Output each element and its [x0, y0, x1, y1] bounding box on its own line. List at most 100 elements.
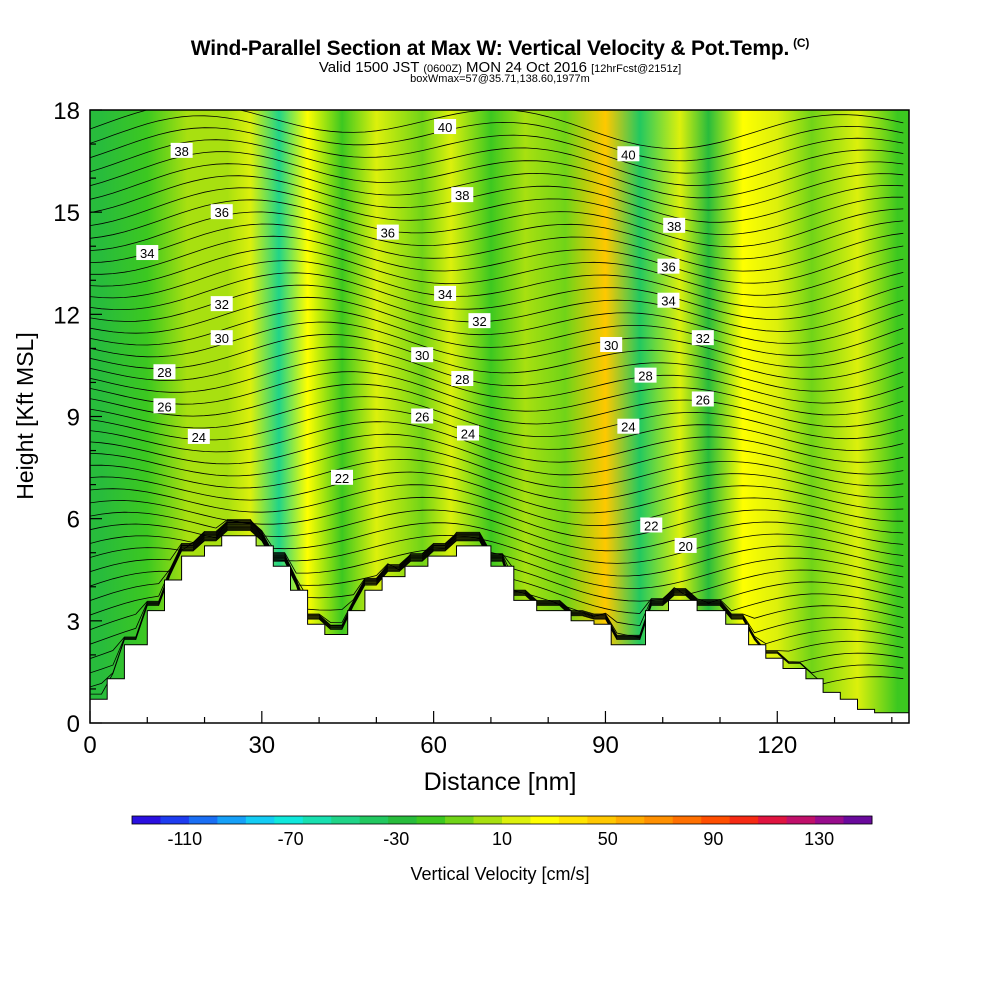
- colorbar-swatch: [474, 816, 503, 824]
- isentrope-label-text: 32: [696, 331, 710, 346]
- isentrope-label-text: 36: [214, 205, 228, 220]
- isentrope-label: 28: [153, 364, 175, 380]
- isentrope-label-text: 38: [667, 219, 681, 234]
- colorbar-tick-label: 90: [703, 829, 723, 849]
- isentrope-label: 26: [692, 391, 714, 407]
- colorbar-swatch: [132, 816, 161, 824]
- colorbar-swatch: [673, 816, 702, 824]
- isentrope-label-text: 26: [415, 410, 429, 425]
- isentrope-label-text: 20: [678, 539, 692, 554]
- isentrope-label: 24: [188, 429, 210, 445]
- isentrope-label-text: 24: [621, 420, 635, 435]
- isentrope-label: 26: [153, 398, 175, 414]
- isentrope-label-text: 28: [638, 369, 652, 384]
- x-tick-label: 30: [248, 732, 275, 759]
- y-tick-label: 6: [67, 507, 80, 534]
- isentrope-label: 28: [451, 371, 473, 387]
- isentrope-label: 34: [434, 286, 456, 302]
- isentrope-label-text: 30: [415, 348, 429, 363]
- isentrope-label-text: 36: [661, 260, 675, 275]
- isentrope-label-text: 34: [140, 246, 154, 261]
- x-tick-label: 0: [83, 732, 96, 759]
- colorbar-swatch: [701, 816, 730, 824]
- colorbar-tick-label: 130: [804, 829, 834, 849]
- colorbar-swatch: [616, 816, 645, 824]
- cross-section-chart: 20 22 22 24 24 24 26 26 26 28 28 28 30 30 30 32 32 32 34 34…: [0, 0, 1000, 1000]
- isentrope-label: 30: [211, 330, 233, 346]
- isentrope-label-text: 32: [214, 297, 228, 312]
- isentrope-label: 28: [635, 368, 657, 384]
- isentrope-label: 22: [331, 470, 353, 486]
- isentrope-label: 30: [411, 347, 433, 363]
- y-tick-label: 15: [53, 200, 80, 227]
- isentrope-label-text: 32: [472, 314, 486, 329]
- colorbar-swatch: [587, 816, 616, 824]
- isentrope-label: 32: [692, 330, 714, 346]
- isentrope-label-text: 30: [214, 331, 228, 346]
- colorbar-tick-label: 50: [598, 829, 618, 849]
- x-tick-label: 90: [592, 732, 619, 759]
- isentrope-label: 30: [600, 337, 622, 353]
- isentrope-label-text: 34: [661, 294, 675, 309]
- colorbar-swatch: [417, 816, 446, 824]
- y-tick-label: 12: [53, 302, 80, 329]
- isentrope-label-text: 26: [696, 392, 710, 407]
- isentrope-label-text: 34: [438, 287, 452, 302]
- isentrope-label: 36: [657, 259, 679, 275]
- isentrope-label: 36: [377, 225, 399, 241]
- colorbar-swatch: [758, 816, 787, 824]
- isentrope-label: 32: [468, 313, 490, 329]
- isentrope-label-text: 40: [621, 147, 635, 162]
- isentrope-label-text: 28: [157, 365, 171, 380]
- colorbar-swatch: [160, 816, 189, 824]
- isentrope-label: 32: [211, 296, 233, 312]
- colorbar-swatch: [388, 816, 417, 824]
- colorbar-label: Vertical Velocity [cm/s]: [410, 864, 589, 884]
- isentrope-label-text: 38: [455, 188, 469, 203]
- isentrope-label-text: 26: [157, 399, 171, 414]
- isentrope-label-text: 24: [461, 427, 475, 442]
- isentrope-label-text: 30: [604, 338, 618, 353]
- x-tick-label: 120: [757, 732, 797, 759]
- isentrope-label-text: 24: [192, 430, 206, 445]
- x-tick-label: 60: [420, 732, 447, 759]
- isentrope-label-text: 36: [381, 226, 395, 241]
- y-tick-label: 18: [53, 98, 80, 125]
- colorbar-swatch: [502, 816, 531, 824]
- colorbar-swatch: [360, 816, 389, 824]
- colorbar-swatch: [844, 816, 873, 824]
- colorbar-ticks: -110 -70 -30 10 50 90 130: [168, 829, 835, 849]
- isentrope-label: 36: [211, 204, 233, 220]
- isentrope-label: 24: [457, 426, 479, 442]
- colorbar-swatch: [217, 816, 246, 824]
- isentrope-label: 34: [657, 293, 679, 309]
- x-axis-label: Distance [nm]: [424, 768, 577, 796]
- isentrope-label-text: 22: [335, 471, 349, 486]
- colorbar-swatch: [189, 816, 218, 824]
- y-tick-label: 9: [67, 405, 80, 432]
- colorbar-swatch: [530, 816, 559, 824]
- colorbar-swatch: [246, 816, 275, 824]
- isentrope-label-text: 40: [438, 120, 452, 135]
- colorbar-swatch: [815, 816, 844, 824]
- isentrope-label: 26: [411, 409, 433, 425]
- colorbar-tick-label: -70: [278, 829, 304, 849]
- y-axis-label: Height [Kft MSL]: [12, 332, 38, 499]
- colorbar-swatch: [559, 816, 588, 824]
- colorbar-tick-label: 10: [492, 829, 512, 849]
- colorbar-swatch: [274, 816, 303, 824]
- isentrope-label: 20: [675, 538, 697, 554]
- isentrope-label-text: 22: [644, 518, 658, 533]
- isentrope-label: 40: [617, 146, 639, 162]
- colorbar-swatch: [730, 816, 759, 824]
- colorbar-swatch: [303, 816, 332, 824]
- isentrope-label-text: 28: [455, 372, 469, 387]
- colorbar-tick-label: -110: [168, 829, 203, 849]
- isentrope-label: 38: [663, 218, 685, 234]
- isentrope-label: 24: [617, 419, 639, 435]
- isentrope-label: 38: [451, 187, 473, 203]
- colorbar-swatch: [787, 816, 816, 824]
- isentrope-label: 34: [136, 245, 158, 261]
- y-tick-label: 0: [67, 711, 80, 738]
- isentrope-label: 40: [434, 119, 456, 135]
